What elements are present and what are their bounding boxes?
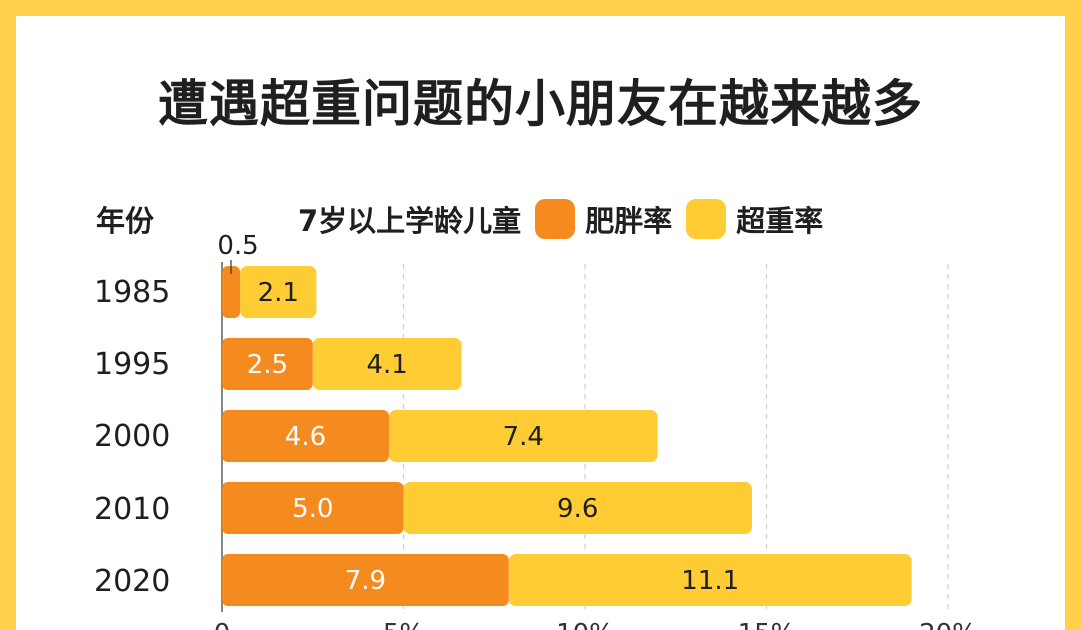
bar-overweight [508,554,912,606]
legend-swatch-overweight [686,199,727,239]
year-label-2010: 2010 [94,492,171,527]
page-title: 遭遇超重问题的小朋友在越来越多 [158,75,923,133]
bar-obese [222,554,509,606]
x-tick-label: 15% [738,619,796,630]
year-column-header: 年份 [96,204,155,238]
legend-label-obese: 肥胖率 [585,204,673,238]
bar-overweight [240,266,317,318]
bar-label-overweight: 11.1 [681,566,739,596]
bar-label-obese: 7.9 [345,566,386,596]
legend-label-overweight: 超重率 [736,204,824,238]
bar-obese [222,410,389,462]
x-tick-label: 0 [214,619,231,630]
legend-group-label: 7岁以上学龄儿童 [298,204,522,238]
bar-label-obese: 0.5 [217,231,258,261]
bar-obese [222,482,404,534]
x-tick-label: 20% [919,619,977,630]
bar-obese [222,338,313,390]
legend: 7岁以上学龄儿童 肥胖率 超重率 [298,196,823,242]
bar-label-overweight: 2.1 [258,278,299,308]
bar-overweight [403,482,752,534]
bar-label-overweight: 4.1 [366,350,407,380]
year-label-2020: 2020 [94,564,171,599]
bar-overweight [388,410,658,462]
bar-label-obese: 5.0 [292,494,333,524]
year-label-1995: 1995 [94,347,171,382]
year-label-2000: 2000 [94,419,171,454]
bar-label-obese: 4.6 [285,422,326,452]
x-tick-label: 10% [556,619,614,630]
legend-swatch-obese [535,199,576,239]
bar-label-obese: 2.5 [247,350,288,380]
bar-obese [222,266,241,318]
x-tick-label: 5% [383,619,424,630]
bar-label-overweight: 9.6 [557,494,598,524]
year-label-1985: 1985 [94,275,171,310]
bar-overweight [312,338,462,390]
bar-label-overweight: 7.4 [503,422,544,452]
